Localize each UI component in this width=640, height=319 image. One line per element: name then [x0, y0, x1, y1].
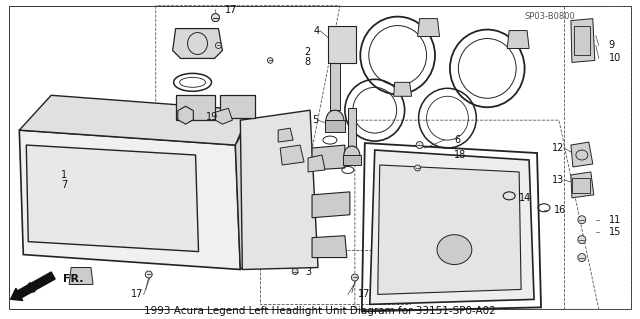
- Text: 18: 18: [454, 150, 467, 160]
- Ellipse shape: [268, 58, 273, 63]
- Polygon shape: [394, 82, 412, 96]
- Ellipse shape: [415, 165, 420, 171]
- Text: 1993 Acura Legend Left Headlight Unit Diagram for 33151-SP0-A02: 1993 Acura Legend Left Headlight Unit Di…: [144, 306, 496, 316]
- Polygon shape: [173, 29, 223, 58]
- Polygon shape: [312, 145, 345, 170]
- Ellipse shape: [578, 254, 586, 262]
- Polygon shape: [236, 110, 259, 270]
- Text: 14: 14: [519, 193, 531, 203]
- Text: 16: 16: [554, 205, 566, 215]
- Text: 9: 9: [609, 41, 615, 50]
- Text: 12: 12: [552, 143, 564, 153]
- Ellipse shape: [351, 274, 358, 281]
- Ellipse shape: [211, 14, 220, 22]
- Polygon shape: [571, 172, 594, 198]
- Bar: [328, 26, 356, 63]
- Text: 17: 17: [225, 5, 238, 15]
- Ellipse shape: [344, 146, 360, 164]
- Polygon shape: [278, 128, 293, 142]
- Text: 19: 19: [205, 112, 218, 122]
- Polygon shape: [571, 19, 595, 63]
- Text: 6: 6: [454, 135, 461, 145]
- Polygon shape: [312, 192, 350, 218]
- Text: 11: 11: [609, 215, 621, 225]
- FancyArrow shape: [11, 272, 55, 300]
- Bar: [325, 120, 345, 132]
- Text: 7: 7: [61, 180, 67, 190]
- Text: 17: 17: [358, 289, 370, 300]
- Ellipse shape: [578, 216, 586, 224]
- Bar: [572, 178, 590, 193]
- Polygon shape: [26, 145, 198, 252]
- Ellipse shape: [216, 42, 221, 48]
- Polygon shape: [417, 19, 440, 37]
- Ellipse shape: [211, 14, 220, 22]
- Polygon shape: [308, 155, 325, 172]
- Ellipse shape: [437, 235, 472, 264]
- Text: 5: 5: [312, 115, 318, 125]
- Polygon shape: [312, 236, 347, 257]
- Text: 1: 1: [61, 170, 67, 180]
- Text: 3: 3: [305, 266, 311, 277]
- Bar: [574, 26, 590, 56]
- Ellipse shape: [292, 269, 298, 274]
- Bar: [343, 155, 361, 165]
- Polygon shape: [216, 108, 232, 124]
- Polygon shape: [69, 268, 93, 285]
- Text: SP03-B0800: SP03-B0800: [524, 12, 575, 21]
- Polygon shape: [220, 95, 255, 118]
- Polygon shape: [241, 110, 318, 270]
- Text: 10: 10: [609, 54, 621, 63]
- Polygon shape: [370, 150, 534, 304]
- Text: 15: 15: [609, 227, 621, 237]
- Text: 4: 4: [314, 26, 320, 35]
- Text: 2: 2: [304, 48, 310, 57]
- Ellipse shape: [145, 271, 152, 278]
- Ellipse shape: [416, 142, 423, 149]
- Polygon shape: [348, 108, 356, 148]
- Polygon shape: [378, 165, 521, 294]
- Polygon shape: [19, 95, 250, 145]
- Polygon shape: [280, 145, 304, 165]
- Polygon shape: [19, 130, 241, 270]
- Polygon shape: [507, 31, 529, 48]
- Polygon shape: [178, 106, 193, 124]
- Text: 17: 17: [131, 289, 144, 300]
- Ellipse shape: [326, 110, 344, 130]
- Polygon shape: [175, 95, 216, 120]
- Polygon shape: [330, 60, 340, 110]
- Text: FR.: FR.: [63, 274, 84, 285]
- Polygon shape: [571, 142, 593, 167]
- Text: 13: 13: [552, 175, 564, 185]
- Ellipse shape: [578, 236, 586, 244]
- Text: 8: 8: [304, 57, 310, 67]
